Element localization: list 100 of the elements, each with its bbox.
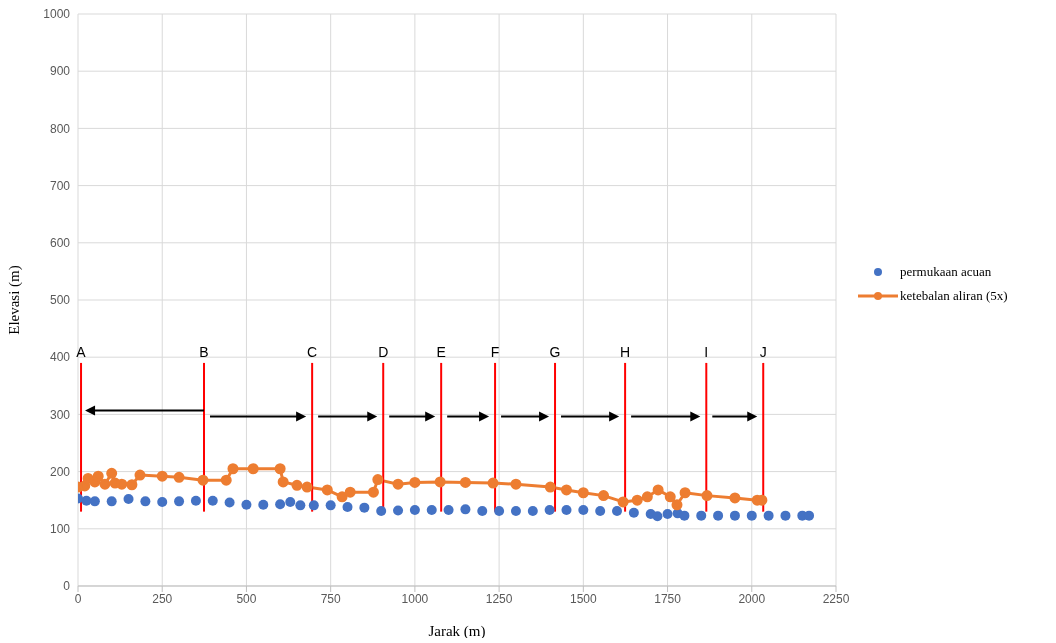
point — [652, 511, 663, 522]
point — [308, 500, 319, 511]
ref-line-label: C — [307, 343, 318, 360]
point — [277, 476, 289, 488]
x-tick-label: 500 — [236, 591, 257, 606]
point — [274, 463, 286, 475]
point — [220, 474, 232, 486]
legend-label: permukaan acuan — [900, 264, 992, 280]
ref-line-label: D — [378, 343, 389, 360]
y-tick-label: 700 — [49, 178, 71, 193]
point — [544, 504, 555, 515]
y-tick-label: 500 — [49, 293, 71, 308]
point — [671, 499, 683, 511]
point — [434, 476, 446, 488]
x-tick-label: 2250 — [822, 591, 850, 606]
point — [241, 499, 252, 510]
point — [746, 510, 757, 521]
point — [409, 504, 420, 515]
y-tick-label: 400 — [49, 350, 71, 365]
point — [459, 476, 471, 488]
point — [321, 484, 333, 496]
point — [224, 497, 235, 508]
y-tick-label: 0 — [63, 579, 71, 594]
point — [544, 481, 556, 493]
point — [336, 491, 348, 503]
point — [510, 478, 522, 490]
point — [156, 470, 168, 482]
y-tick-label: 900 — [49, 64, 71, 79]
point — [157, 496, 168, 507]
point — [174, 496, 185, 507]
x-tick-label: 1250 — [485, 591, 513, 606]
x-tick-label: 0 — [74, 591, 82, 606]
point — [325, 500, 336, 511]
point — [376, 506, 387, 517]
point — [285, 496, 296, 507]
y-tick-label: 200 — [49, 464, 71, 479]
ref-line-label: B — [199, 343, 209, 360]
point — [460, 504, 471, 515]
point — [116, 478, 128, 490]
point — [258, 499, 269, 510]
point — [227, 463, 239, 475]
point — [426, 504, 437, 515]
point — [628, 507, 639, 518]
point — [578, 504, 589, 515]
point — [344, 486, 356, 498]
y-tick-label: 800 — [49, 121, 71, 136]
point — [612, 506, 623, 517]
point — [560, 484, 572, 496]
point — [89, 496, 100, 507]
point — [197, 474, 209, 486]
point — [641, 491, 653, 503]
x-tick-label: 1750 — [654, 591, 682, 606]
ref-line-label: A — [76, 343, 87, 360]
point — [696, 510, 707, 521]
point — [295, 500, 306, 511]
point — [126, 479, 138, 491]
point — [359, 502, 370, 513]
ref-line-label: J — [759, 343, 767, 360]
point — [301, 481, 313, 493]
point — [487, 477, 499, 489]
point — [140, 496, 151, 507]
point — [701, 490, 713, 502]
point — [729, 492, 741, 504]
legend-label: ketebalan aliran (5x) — [900, 288, 1008, 304]
x-tick-label: 2000 — [738, 591, 766, 606]
point — [372, 474, 384, 486]
point — [106, 496, 117, 507]
point — [679, 487, 691, 499]
point — [780, 510, 791, 521]
y-tick-label: 300 — [49, 407, 71, 422]
point — [494, 506, 505, 517]
ref-line-label: F — [490, 343, 500, 360]
point — [81, 495, 92, 506]
point — [577, 487, 589, 499]
point — [662, 508, 673, 519]
y-axis-title: Elevasi (m) — [6, 265, 24, 335]
y-tick-label: 1000 — [43, 7, 71, 22]
point — [342, 502, 353, 513]
y-tick-label: 100 — [49, 522, 71, 537]
point — [190, 495, 201, 506]
point — [595, 506, 606, 517]
point — [409, 476, 421, 488]
ref-line-label: G — [549, 343, 561, 360]
point — [291, 479, 303, 491]
point — [443, 504, 454, 515]
x-tick-label: 250 — [152, 591, 173, 606]
point — [664, 491, 676, 503]
point — [713, 510, 724, 521]
point — [106, 467, 118, 479]
point — [477, 506, 488, 517]
point — [617, 496, 629, 508]
point — [173, 471, 185, 483]
y-tick-label: 600 — [49, 236, 71, 251]
point — [123, 494, 134, 505]
ref-line-label: H — [620, 343, 631, 360]
point — [652, 484, 664, 496]
x-tick-label: 1500 — [569, 591, 597, 606]
ref-line-label: I — [704, 343, 709, 360]
point — [763, 510, 774, 521]
point — [804, 510, 815, 521]
